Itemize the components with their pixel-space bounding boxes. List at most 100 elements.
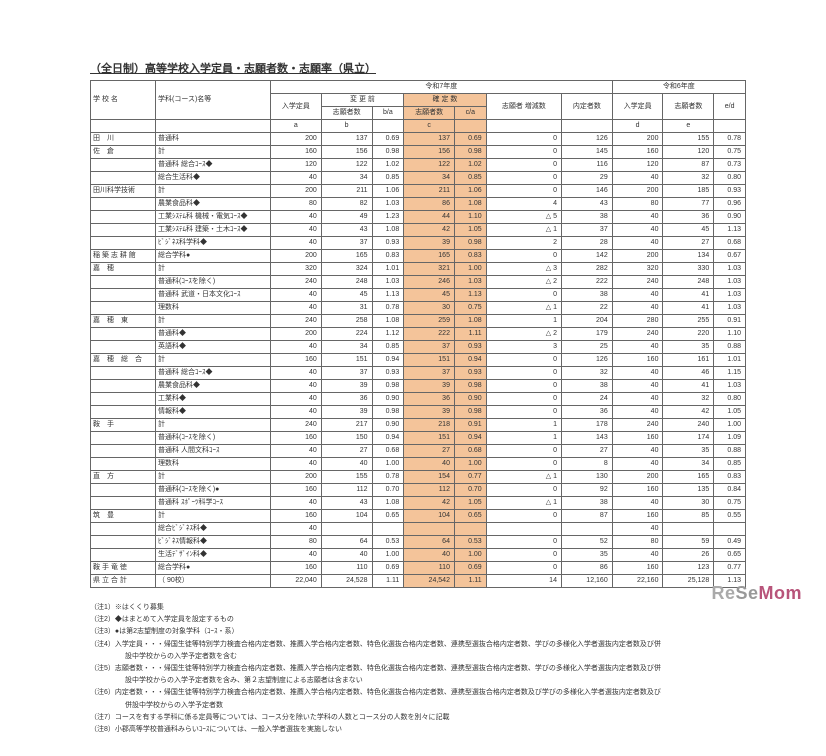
cell: 137 bbox=[321, 133, 372, 146]
cell: 40 bbox=[612, 289, 663, 302]
cell: 0.98 bbox=[454, 380, 486, 393]
cell: 0.93 bbox=[714, 185, 746, 198]
note-line: （注6）内定者数・・・帰国生徒等特別学力検査合格内定者数、推薦入学合格内定者数、… bbox=[90, 687, 746, 698]
cell: 185 bbox=[663, 185, 714, 198]
cell: 200 bbox=[271, 328, 322, 341]
cell: 0.77 bbox=[714, 562, 746, 575]
cell: 計 bbox=[156, 471, 271, 484]
cell: 0.93 bbox=[454, 341, 486, 354]
cell: 41 bbox=[663, 380, 714, 393]
cell: 0.90 bbox=[372, 393, 404, 406]
table-row: 佐 倉計1601560.981560.9801451601200.75 bbox=[91, 146, 746, 159]
cell: 0.94 bbox=[454, 432, 486, 445]
cell bbox=[454, 523, 486, 536]
cell bbox=[91, 445, 156, 458]
th-course: 学科(コース)名等 bbox=[156, 81, 271, 120]
cell: 34 bbox=[404, 172, 455, 185]
cell: 40 bbox=[271, 458, 322, 471]
cell: 165 bbox=[321, 250, 372, 263]
cell: 87 bbox=[663, 159, 714, 172]
table-row: 普通科 総合ｺｰｽ◆40370.93370.9303240461.15 bbox=[91, 367, 746, 380]
cell: 39 bbox=[404, 380, 455, 393]
cell: 計 bbox=[156, 263, 271, 276]
cell: 40 bbox=[271, 380, 322, 393]
note-line: （注3）●は第2志望制度の対象学科（ｺｰｽ・系） bbox=[90, 626, 746, 637]
cell: 82 bbox=[321, 198, 372, 211]
table-row: 普通科 武道・日本文化ｺｰｽ40451.13451.1303840411.03 bbox=[91, 289, 746, 302]
cell: 37 bbox=[321, 237, 372, 250]
cell: 130 bbox=[561, 471, 612, 484]
cell: 217 bbox=[321, 419, 372, 432]
cell: 24 bbox=[561, 393, 612, 406]
cell: 0.98 bbox=[372, 406, 404, 419]
cell: 0 bbox=[486, 380, 561, 393]
cell: 40 bbox=[271, 341, 322, 354]
th-shigan-k: 志願者数 bbox=[404, 107, 455, 120]
cell: 0.77 bbox=[454, 471, 486, 484]
cell: 43 bbox=[561, 198, 612, 211]
table-row: 普通科 人間文科ｺｰｽ40270.68270.6802740350.88 bbox=[91, 445, 746, 458]
cell: 1.08 bbox=[372, 315, 404, 328]
cell: 普通科 総合ｺｰｽ◆ bbox=[156, 159, 271, 172]
cell: 0.98 bbox=[454, 146, 486, 159]
cell: 0.90 bbox=[372, 419, 404, 432]
cell: 45 bbox=[663, 224, 714, 237]
cell: 0.49 bbox=[714, 536, 746, 549]
table-row: 生活ﾃﾞｻﾞｲﾝ科◆40401.00401.0003540260.65 bbox=[91, 549, 746, 562]
cell: 25,128 bbox=[663, 575, 714, 588]
cell: 0.85 bbox=[454, 172, 486, 185]
th-naitei: 内定者数 bbox=[561, 94, 612, 120]
cell bbox=[91, 549, 156, 562]
cell: 240 bbox=[663, 419, 714, 432]
cell: 普通科(ｺｰｽを除く)● bbox=[156, 484, 271, 497]
cell: 0.69 bbox=[372, 133, 404, 146]
cell: 35 bbox=[663, 445, 714, 458]
cell: 1.23 bbox=[372, 211, 404, 224]
table-row: 総合ﾋﾞｼﾞﾈｽ科◆4040 bbox=[91, 523, 746, 536]
cell: 38 bbox=[561, 497, 612, 510]
cell: 1.08 bbox=[372, 497, 404, 510]
cell: △ 2 bbox=[486, 276, 561, 289]
cell bbox=[91, 380, 156, 393]
cell: 0 bbox=[486, 458, 561, 471]
cell bbox=[714, 523, 746, 536]
cell: 86 bbox=[561, 562, 612, 575]
cell: 38 bbox=[561, 211, 612, 224]
cell: ﾋﾞｼﾞﾈｽ科学科◆ bbox=[156, 237, 271, 250]
cell: 43 bbox=[321, 224, 372, 237]
cell: 0.94 bbox=[372, 432, 404, 445]
cell: 39 bbox=[321, 380, 372, 393]
cell: 0 bbox=[486, 133, 561, 146]
table-row: 田川科学技術計2002111.062111.0601462001850.93 bbox=[91, 185, 746, 198]
cell: 40 bbox=[271, 406, 322, 419]
cell: 40 bbox=[612, 393, 663, 406]
cell: 40 bbox=[612, 211, 663, 224]
cell: 112 bbox=[404, 484, 455, 497]
cell: 37 bbox=[404, 341, 455, 354]
cell: 155 bbox=[321, 471, 372, 484]
cell: 39 bbox=[404, 406, 455, 419]
cell: 321 bbox=[404, 263, 455, 276]
cell: 筑 豊 bbox=[91, 510, 156, 523]
cell: 0 bbox=[486, 484, 561, 497]
cell: 0.65 bbox=[372, 510, 404, 523]
th-shigan: 志願者数 bbox=[321, 107, 372, 120]
cell: 農業食品科◆ bbox=[156, 198, 271, 211]
cell: 2 bbox=[486, 237, 561, 250]
cell: 160 bbox=[612, 484, 663, 497]
cell bbox=[91, 367, 156, 380]
cell: 1.11 bbox=[454, 328, 486, 341]
cell: 42 bbox=[663, 406, 714, 419]
cell: 224 bbox=[321, 328, 372, 341]
cell bbox=[404, 523, 455, 536]
watermark: ReSeMom bbox=[711, 583, 802, 604]
cell: 0.78 bbox=[714, 133, 746, 146]
table-row: 嘉 穂 東計2402581.082591.0812042802550.91 bbox=[91, 315, 746, 328]
cell: 計 bbox=[156, 146, 271, 159]
cell: 42 bbox=[404, 497, 455, 510]
cell: 36 bbox=[663, 211, 714, 224]
cell: 40 bbox=[612, 523, 663, 536]
cell bbox=[91, 536, 156, 549]
cell: 0.83 bbox=[454, 250, 486, 263]
note-line: 併設中学校からの入学予定者数 bbox=[90, 700, 746, 711]
